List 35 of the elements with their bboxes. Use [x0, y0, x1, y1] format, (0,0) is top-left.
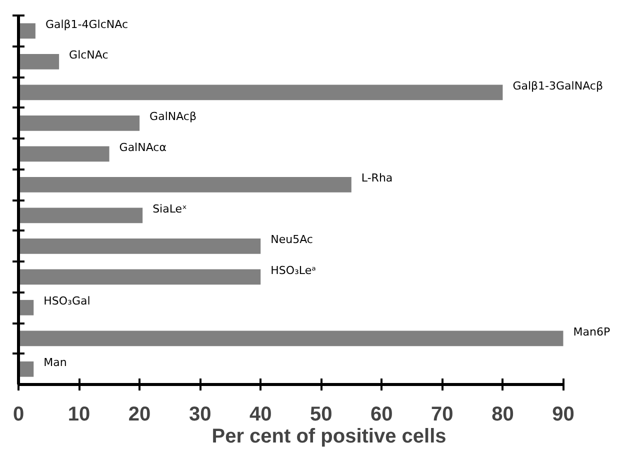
bar: [18, 361, 34, 377]
bar: [18, 330, 564, 346]
y-tick-label: GlcNAc: [69, 48, 108, 62]
x-tick-label: 20: [128, 404, 151, 426]
x-tick-label: 40: [249, 404, 272, 426]
x-tick-label: 0: [12, 404, 24, 426]
x-tick-label: 50: [310, 404, 332, 426]
x-tick-label: 90: [552, 404, 574, 426]
x-tick-label: 10: [68, 404, 90, 426]
y-tick-label: Galβ1-3GalNAcβ: [512, 79, 603, 92]
x-axis-title: Per cent of positive cells: [212, 426, 446, 448]
y-tick-label: HSO₃Gal: [44, 294, 90, 308]
bar: [18, 208, 143, 224]
x-tick-label: 30: [188, 404, 212, 426]
bar: [18, 84, 503, 100]
bar: [18, 146, 110, 162]
y-tick-label: HSO₃Leᵃ: [270, 264, 316, 277]
y-tick-label: Man6P: [573, 325, 610, 338]
bar: [18, 23, 36, 39]
bar: [18, 54, 60, 70]
bar: [18, 115, 140, 131]
bar: [18, 269, 261, 285]
y-tick-label: GalNAcα: [119, 140, 166, 154]
y-tick-label: L-Rha: [361, 172, 393, 185]
bar: [18, 176, 352, 192]
x-tick-label: 60: [370, 404, 393, 426]
y-tick-label: Galβ1-4GlcNAc: [45, 18, 128, 31]
y-tick-label: Man: [44, 356, 67, 370]
x-tick-label: 80: [492, 404, 514, 426]
x-tick-label: 70: [431, 404, 454, 426]
bar: [18, 238, 261, 254]
y-tick-label: GalNAcβ: [150, 110, 197, 124]
y-tick-label: SiaLeˣ: [152, 202, 188, 216]
y-tick-label: Neu5Ac: [270, 233, 313, 246]
bar: [18, 300, 34, 316]
